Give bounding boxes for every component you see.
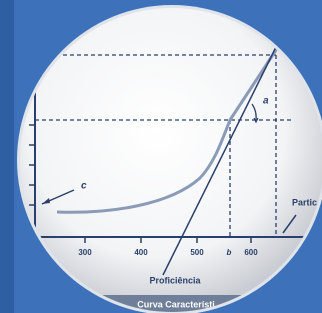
background-edge <box>0 0 14 313</box>
tick-label: 300 <box>78 248 92 257</box>
label-a: a <box>263 96 269 107</box>
tick-label: 400 <box>134 248 148 257</box>
screenshot: a c Partic 300 400 500 b 600 Proficiênci… <box>0 0 322 313</box>
label-c: c <box>81 181 87 192</box>
label-b: b <box>227 248 232 257</box>
caption: Curva Característi <box>137 299 215 309</box>
page: a c Partic 300 400 500 b 600 Proficiênci… <box>0 0 322 313</box>
axis-title: Proficiência <box>149 275 201 285</box>
tick-label: 500 <box>190 248 204 257</box>
label-partic: Partic <box>292 197 317 207</box>
lens <box>20 8 322 312</box>
tick-label: 600 <box>244 248 258 257</box>
